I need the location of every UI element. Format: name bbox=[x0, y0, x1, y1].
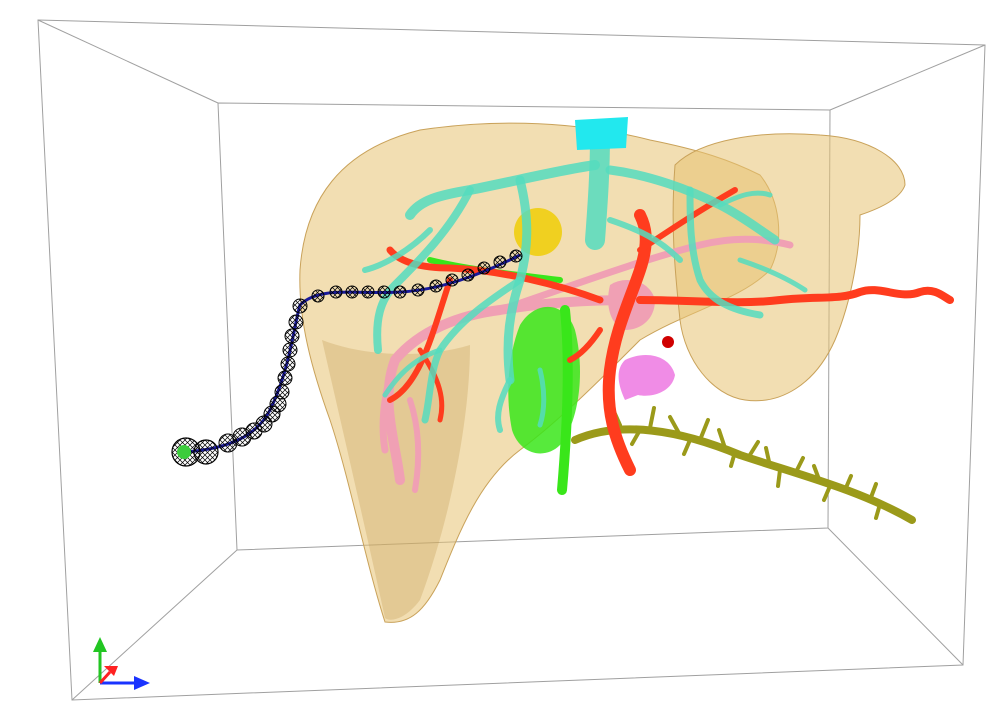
catheter-marker bbox=[493, 255, 507, 269]
catheter-tip[interactable] bbox=[171, 437, 219, 467]
inferior-vena-cava-stump[interactable] bbox=[575, 117, 628, 150]
catheter-marker bbox=[284, 328, 300, 344]
catheter-marker bbox=[277, 370, 293, 386]
orientation-axes-icon bbox=[93, 637, 150, 690]
catheter-marker bbox=[509, 249, 523, 263]
catheter-marker bbox=[311, 289, 325, 303]
bounding-box-edge bbox=[37, 19, 219, 104]
catheter-marker bbox=[288, 314, 304, 330]
bounding-box-edge bbox=[71, 549, 238, 701]
catheter-marker bbox=[274, 384, 290, 400]
catheter-marker bbox=[445, 273, 459, 287]
catheter-marker bbox=[292, 298, 308, 314]
catheter-marker bbox=[345, 285, 359, 299]
bounding-box-edge bbox=[829, 44, 986, 111]
catheter-marker bbox=[377, 285, 391, 299]
artery-cross-section bbox=[662, 336, 674, 348]
catheter-tip-core bbox=[177, 445, 191, 459]
catheter-marker bbox=[280, 356, 296, 372]
hepatic-veins[interactable] bbox=[362, 125, 808, 433]
catheter-marker bbox=[461, 268, 475, 282]
catheter-marker bbox=[361, 285, 375, 299]
catheter-marker bbox=[282, 342, 298, 358]
catheter-marker bbox=[429, 279, 443, 293]
catheter-marker bbox=[393, 285, 407, 299]
portal-vein[interactable] bbox=[379, 235, 794, 493]
catheter-markers bbox=[218, 249, 523, 453]
catheter-marker bbox=[411, 283, 425, 297]
catheter-marker bbox=[477, 261, 491, 275]
bounding-box-edge bbox=[827, 527, 964, 666]
tumor[interactable] bbox=[514, 208, 562, 256]
catheter-marker bbox=[329, 285, 343, 299]
duodenum-fragment[interactable] bbox=[618, 355, 675, 400]
